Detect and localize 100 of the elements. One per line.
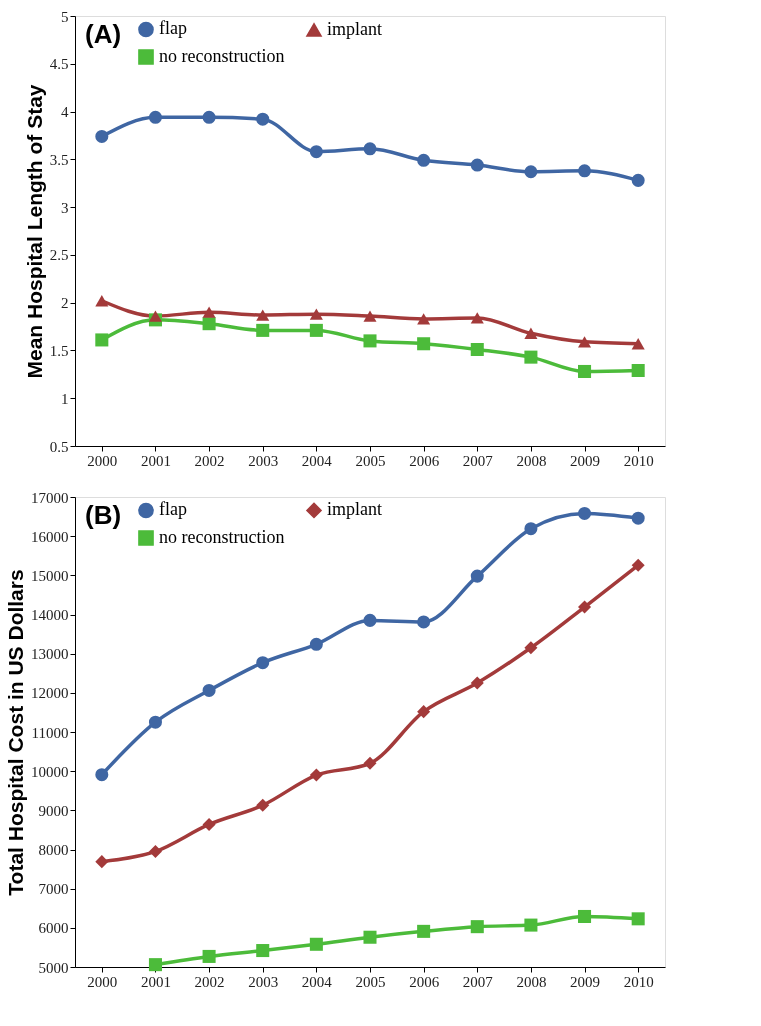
x-tick-label: 2006 xyxy=(409,452,440,469)
point xyxy=(95,333,109,347)
x-tick-label: 2009 xyxy=(570,452,601,469)
point xyxy=(524,350,538,364)
point xyxy=(631,558,645,572)
y-tick-label: 4.5 xyxy=(49,56,69,73)
x-tick-label: 2008 xyxy=(516,973,547,990)
point xyxy=(578,164,592,178)
y-tick-label: 0.5 xyxy=(49,438,69,455)
legend-label: no reconstruction xyxy=(159,46,285,66)
x-tick-label: 2001 xyxy=(140,452,171,469)
point xyxy=(309,637,323,651)
point xyxy=(309,323,323,337)
point xyxy=(631,511,645,525)
x-tick-label: 2007 xyxy=(462,452,494,469)
x-tick-label: 2002 xyxy=(194,973,225,990)
point xyxy=(524,522,538,536)
point xyxy=(148,310,162,322)
y-tick-label: 7000 xyxy=(38,881,69,898)
point xyxy=(256,798,270,812)
y-tick-label: 13000 xyxy=(31,646,69,663)
x-tick-label: 2007 xyxy=(462,973,494,990)
x-tick-label: 2010 xyxy=(623,973,654,990)
point xyxy=(631,912,645,926)
y-tick-label: 4 xyxy=(61,104,69,121)
y-tick-label: 3 xyxy=(61,199,69,216)
y-tick-label: 14000 xyxy=(31,607,69,623)
point xyxy=(578,600,592,614)
point xyxy=(202,949,216,963)
y-tick-label: 16000 xyxy=(31,528,69,545)
point xyxy=(470,676,484,690)
point xyxy=(417,153,431,167)
point xyxy=(578,336,592,348)
x-tick-label: 2010 xyxy=(623,452,654,469)
point xyxy=(148,844,162,858)
y-tick-label: 3.5 xyxy=(49,151,69,168)
point xyxy=(470,312,484,324)
x-tick-label: 2004 xyxy=(301,973,333,990)
point xyxy=(256,944,270,958)
x-tick-label: 2009 xyxy=(570,973,601,990)
y-tick-label: 5000 xyxy=(38,959,69,976)
point xyxy=(363,334,377,348)
x-tick-label: 2004 xyxy=(301,452,333,469)
y-tick-label: 6000 xyxy=(38,920,69,937)
x-tick-label: 2000 xyxy=(87,452,118,469)
x-tick-label: 2006 xyxy=(409,973,440,990)
y-tick-label: 2.5 xyxy=(49,247,69,264)
y-tick-label: 1 xyxy=(61,390,69,407)
y-tick-label: 12000 xyxy=(31,685,69,702)
y-tick-label: 2 xyxy=(61,295,69,312)
point xyxy=(202,683,216,697)
y-tick-label: 1.5 xyxy=(49,342,69,359)
legend-label: flap xyxy=(159,18,187,39)
point xyxy=(95,855,109,869)
annotation: (B) xyxy=(85,500,122,530)
y-tick-label: 17000 xyxy=(31,489,69,506)
point xyxy=(256,323,270,337)
point xyxy=(202,317,216,331)
point xyxy=(363,310,377,322)
point xyxy=(470,342,484,357)
point xyxy=(470,569,484,583)
x-tick-label: 2005 xyxy=(355,452,386,469)
point xyxy=(309,308,323,320)
y-axis-title: Total Hospital Cost in US Dollars xyxy=(4,569,27,896)
point xyxy=(417,924,431,938)
point xyxy=(524,641,538,655)
point xyxy=(631,173,645,187)
y-tick-label: 8000 xyxy=(38,842,69,858)
x-tick-label: 2003 xyxy=(248,973,279,990)
x-tick-label: 2000 xyxy=(87,973,118,990)
point xyxy=(95,129,109,143)
point xyxy=(417,615,431,629)
point xyxy=(524,165,538,179)
x-tick-label: 2003 xyxy=(248,452,279,469)
point xyxy=(363,756,377,770)
point xyxy=(578,909,592,923)
point xyxy=(363,930,377,944)
point xyxy=(363,142,377,156)
point xyxy=(148,958,162,972)
point xyxy=(148,715,162,729)
point xyxy=(417,337,431,351)
point xyxy=(256,309,270,321)
point xyxy=(578,364,592,378)
point xyxy=(309,937,323,951)
point xyxy=(309,145,323,159)
y-tick-label: 11000 xyxy=(31,724,69,741)
point xyxy=(524,918,538,932)
point xyxy=(363,613,377,627)
point xyxy=(470,920,484,934)
point xyxy=(524,327,538,339)
point xyxy=(417,705,431,719)
point xyxy=(631,363,645,378)
legend-label: implant xyxy=(327,18,382,39)
x-tick-label: 2005 xyxy=(355,973,386,990)
y-axis-title: Mean Hospital Length of Stay xyxy=(22,84,46,379)
point xyxy=(578,506,592,520)
point xyxy=(309,768,323,782)
annotation: (A) xyxy=(85,19,122,49)
legend-label: flap xyxy=(159,499,187,520)
y-tick-label: 9000 xyxy=(38,802,69,819)
